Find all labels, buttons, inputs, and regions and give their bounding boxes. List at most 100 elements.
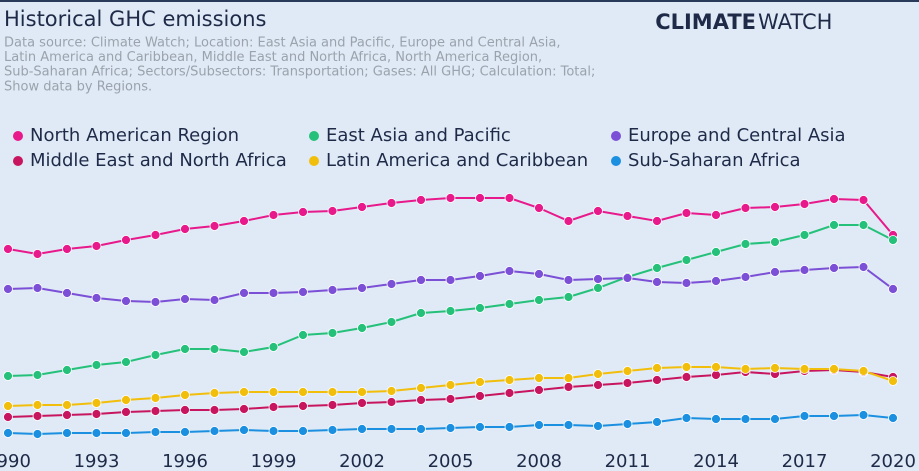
data-point <box>475 377 485 387</box>
data-point <box>327 206 338 216</box>
data-point <box>357 424 367 434</box>
data-point <box>563 382 574 392</box>
data-point <box>386 397 397 407</box>
data-point <box>180 405 190 415</box>
data-point <box>298 387 308 397</box>
data-point <box>445 394 456 404</box>
chart-title: Historical GHC emissions <box>4 7 266 31</box>
data-point <box>534 203 544 213</box>
data-point <box>681 413 692 423</box>
data-point <box>121 395 131 405</box>
data-point <box>209 344 220 354</box>
data-point <box>534 269 544 279</box>
data-point <box>62 244 72 254</box>
data-point <box>91 293 102 303</box>
data-point <box>711 362 721 372</box>
data-point <box>268 387 279 397</box>
data-point <box>268 210 279 220</box>
data-point <box>209 221 220 231</box>
data-point <box>504 388 515 398</box>
data-point <box>416 395 426 405</box>
data-point <box>3 284 13 294</box>
data-point <box>799 265 810 275</box>
data-point <box>327 328 338 338</box>
data-point <box>268 288 279 298</box>
data-point <box>239 216 249 226</box>
data-point <box>622 211 633 221</box>
legend-label: North American Region <box>30 125 239 146</box>
data-point <box>711 210 721 220</box>
data-point <box>3 412 13 422</box>
data-point <box>386 198 397 208</box>
data-point <box>593 369 603 379</box>
data-point <box>416 424 426 434</box>
data-point <box>740 239 751 249</box>
data-point <box>386 317 397 327</box>
subtitle-line: Latin America and Caribbean, Middle East… <box>4 50 542 65</box>
data-point <box>681 362 692 372</box>
data-point <box>298 401 308 411</box>
data-point <box>91 398 102 408</box>
data-point <box>209 388 220 398</box>
data-point <box>62 428 72 438</box>
data-point <box>386 386 397 396</box>
data-point <box>770 414 780 424</box>
data-point <box>91 241 102 251</box>
brand-bold: CLIMATE <box>655 10 756 34</box>
data-point <box>622 419 633 429</box>
data-point <box>357 202 367 212</box>
data-point <box>180 344 190 354</box>
data-point <box>62 365 72 375</box>
legend-label: Latin America and Caribbean <box>326 150 588 171</box>
data-point <box>770 363 780 373</box>
data-point <box>681 255 692 265</box>
data-point <box>32 411 43 421</box>
data-point <box>386 279 397 289</box>
data-point <box>829 364 839 374</box>
data-point <box>563 420 574 430</box>
data-point <box>534 385 544 395</box>
data-point <box>711 247 721 257</box>
data-point <box>563 292 574 302</box>
data-point <box>681 208 692 218</box>
data-point <box>888 376 898 386</box>
data-point <box>268 342 279 352</box>
data-point <box>888 284 898 294</box>
data-point <box>32 400 43 410</box>
data-point <box>504 375 515 385</box>
data-point <box>416 195 426 205</box>
data-point <box>770 237 780 247</box>
data-point <box>121 407 131 417</box>
data-point <box>593 274 603 284</box>
data-point <box>416 383 426 393</box>
data-point <box>180 390 190 400</box>
x-tick-label: 2014 <box>693 451 739 471</box>
data-point <box>711 414 721 424</box>
legend-swatch <box>611 156 621 166</box>
subtitle-line: Sub-Saharan Africa; Sectors/Subsectors: … <box>4 65 595 80</box>
data-point <box>327 425 338 435</box>
data-point <box>534 420 544 430</box>
data-point <box>327 400 338 410</box>
data-point <box>3 401 13 411</box>
data-point <box>504 193 515 203</box>
data-point <box>239 288 249 298</box>
data-point <box>563 216 574 226</box>
data-point <box>32 249 43 259</box>
data-point <box>121 235 131 245</box>
data-point <box>357 387 367 397</box>
data-point <box>298 330 308 340</box>
data-point <box>62 288 72 298</box>
data-point <box>799 364 810 374</box>
x-tick-label: 2005 <box>428 451 474 471</box>
data-point <box>445 380 456 390</box>
data-point <box>799 230 810 240</box>
data-point <box>445 275 456 285</box>
data-point <box>799 199 810 209</box>
legend-swatch <box>309 156 319 166</box>
x-tick-label: 2011 <box>605 451 651 471</box>
data-point <box>91 360 102 370</box>
data-point <box>888 413 898 423</box>
data-point <box>209 295 220 305</box>
